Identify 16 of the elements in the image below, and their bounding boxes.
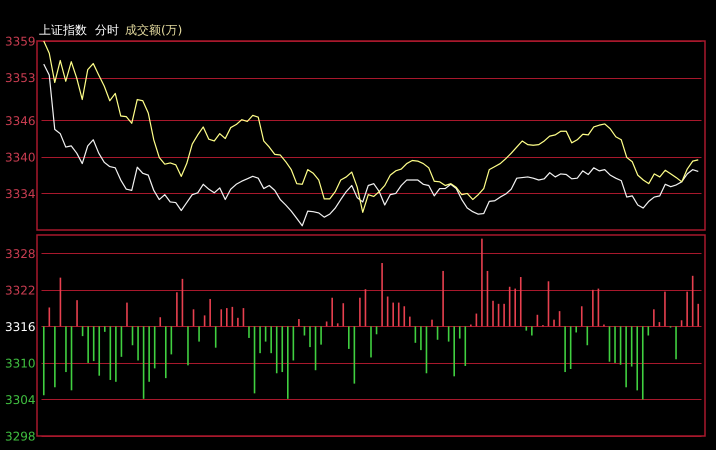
y-tick-label: 3334 bbox=[4, 186, 36, 201]
line-series bbox=[43, 40, 699, 213]
chart-title: 上证指数 bbox=[39, 23, 87, 37]
y-tick-label: 3340 bbox=[4, 150, 36, 164]
y-tick-label: 3304 bbox=[4, 392, 36, 407]
line-series bbox=[43, 64, 699, 226]
y-tick-label: 3328 bbox=[4, 246, 36, 261]
y-tick-label: 3359 bbox=[4, 34, 36, 48]
text: 成交额(万) bbox=[125, 23, 182, 37]
y-tick-label: 3310 bbox=[4, 356, 36, 370]
y-tick-label: 3298 bbox=[4, 430, 36, 444]
y-tick-label: 3322 bbox=[4, 283, 36, 298]
y-tick-label: 3353 bbox=[4, 71, 36, 86]
y-tick-label: 3316 bbox=[4, 320, 36, 334]
chart-subtitle: 分时 bbox=[95, 23, 119, 37]
y-tick-label: 3346 bbox=[4, 114, 36, 128]
